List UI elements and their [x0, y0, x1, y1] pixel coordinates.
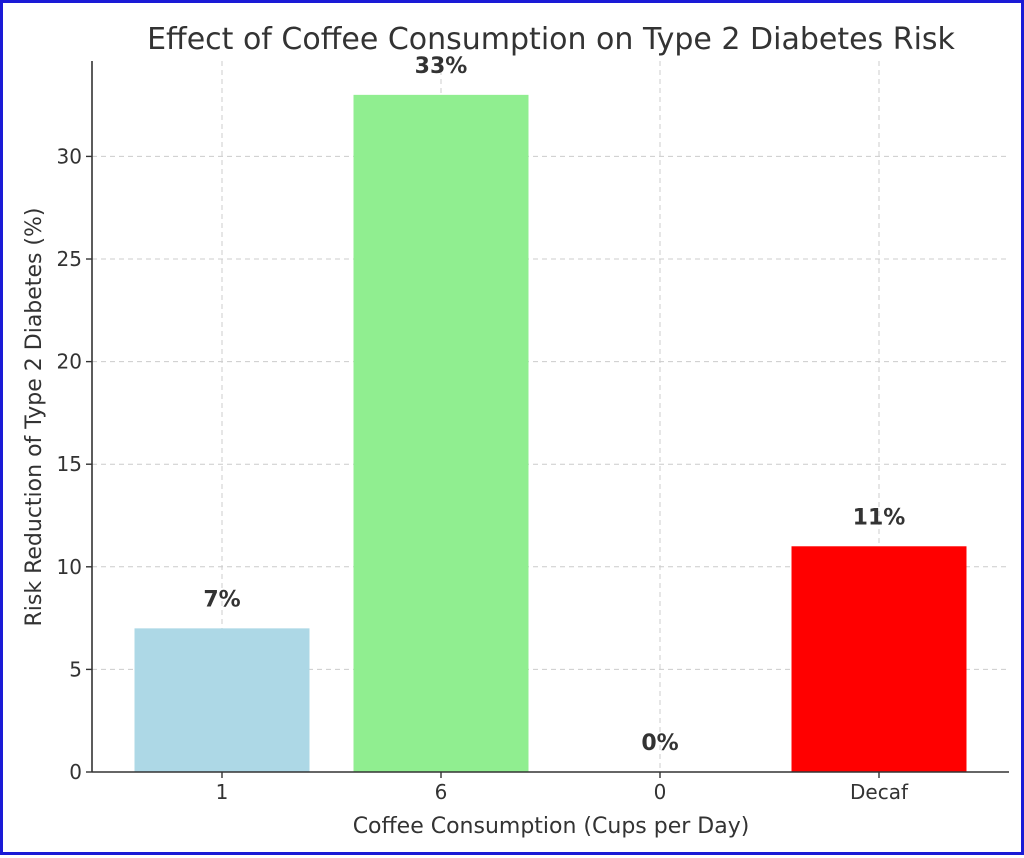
- bar-6: [353, 94, 529, 773]
- bar-decaf: [791, 546, 967, 772]
- bar-1: [134, 628, 310, 772]
- ticks-layer: 0 5 10 15 20 25 30 1 6 0 Decaf: [57, 144, 909, 804]
- data-label-decaf: 11%: [853, 505, 906, 530]
- bar-chart: 0 5 10 15 20 25 30 1 6 0 Decaf 7% 33% 0% 11% Effect o…: [22, 22, 1009, 839]
- data-labels-layer: 7% 33% 0% 11%: [203, 54, 905, 756]
- data-label-6: 33%: [415, 54, 468, 79]
- x-tick-label: Decaf: [850, 780, 909, 804]
- data-label-0: 0%: [641, 731, 678, 756]
- y-tick-label: 10: [57, 555, 82, 579]
- x-tick-label: 6: [435, 780, 448, 804]
- bars-layer: [134, 94, 967, 773]
- chart-title: Effect of Coffee Consumption on Type 2 D…: [147, 22, 955, 57]
- y-tick-label: 20: [57, 350, 82, 374]
- axes-layer: [91, 61, 1009, 773]
- x-tick-label: 0: [654, 780, 667, 804]
- y-axis-title: Risk Reduction of Type 2 Diabetes (%): [22, 208, 47, 627]
- y-tick-label: 15: [57, 452, 82, 476]
- y-tick-label: 25: [57, 247, 82, 271]
- y-tick-label: 5: [69, 657, 82, 681]
- y-tick-label: 0: [69, 760, 82, 784]
- y-tick-label: 30: [57, 144, 82, 168]
- x-tick-label: 1: [216, 780, 229, 804]
- data-label-1: 7%: [203, 587, 240, 612]
- x-axis-title: Coffee Consumption (Cups per Day): [353, 814, 750, 839]
